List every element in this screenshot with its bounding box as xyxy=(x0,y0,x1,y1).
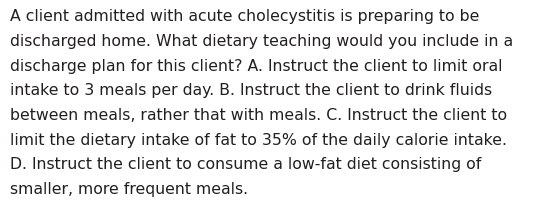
Text: discharged home. What dietary teaching would you include in a: discharged home. What dietary teaching w… xyxy=(10,34,513,49)
Text: limit the dietary intake of fat to 35% of the daily calorie intake.: limit the dietary intake of fat to 35% o… xyxy=(10,133,507,148)
Text: discharge plan for this client? A. Instruct the client to limit oral: discharge plan for this client? A. Instr… xyxy=(10,59,503,74)
Text: intake to 3 meals per day. B. Instruct the client to drink fluids: intake to 3 meals per day. B. Instruct t… xyxy=(10,83,492,98)
Text: D. Instruct the client to consume a low-fat diet consisting of: D. Instruct the client to consume a low-… xyxy=(10,157,482,172)
Text: A client admitted with acute cholecystitis is preparing to be: A client admitted with acute cholecystit… xyxy=(10,9,479,24)
Text: between meals, rather that with meals. C. Instruct the client to: between meals, rather that with meals. C… xyxy=(10,108,507,123)
Text: smaller, more frequent meals.: smaller, more frequent meals. xyxy=(10,182,248,197)
